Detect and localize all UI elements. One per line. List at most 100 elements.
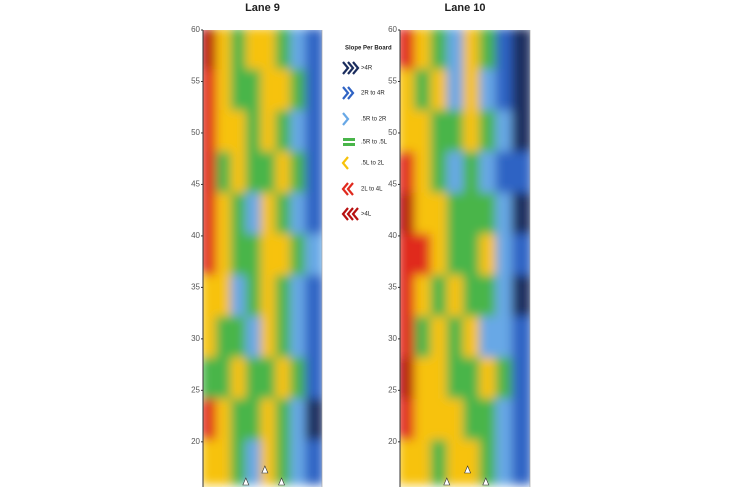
heat-cell — [400, 110, 419, 156]
heat-cell — [275, 233, 295, 280]
heat-cell — [290, 439, 310, 485]
heat-cell — [479, 69, 500, 115]
heat-cell — [511, 30, 530, 74]
heat-cell — [400, 69, 419, 115]
heat-cell — [245, 30, 265, 74]
heat-cell — [230, 69, 250, 115]
heat-cell — [290, 69, 310, 115]
legend-title: Slope Per Board — [345, 46, 392, 52]
heat-cells — [203, 30, 322, 485]
heat-cell — [495, 275, 516, 321]
heat-cell — [230, 151, 250, 197]
heat-cell — [446, 357, 467, 403]
heat-cell — [305, 275, 322, 321]
heat-cell — [511, 233, 530, 280]
heat-cell — [430, 192, 451, 238]
heat-cell — [400, 192, 419, 238]
heat-cell — [290, 398, 310, 444]
legend-icon — [342, 86, 350, 100]
heat-cells — [400, 30, 530, 485]
heat-cell — [463, 192, 484, 238]
y-tick-label: 25 — [191, 385, 200, 394]
heat-cell — [305, 398, 322, 444]
heat-cell — [400, 357, 419, 403]
heat-cell — [215, 439, 235, 485]
heat-cell — [203, 357, 220, 403]
heat-cell — [479, 357, 500, 403]
heat-cell — [414, 69, 435, 115]
heat-cell — [245, 69, 265, 115]
heat-cell — [414, 439, 435, 485]
heat-cell — [260, 192, 280, 238]
heat-cell — [495, 357, 516, 403]
heat-cell — [275, 398, 295, 444]
heat-cell — [203, 439, 220, 485]
panel-title: Lane 9 — [245, 2, 280, 14]
heat-cell — [479, 398, 500, 444]
heat-cell — [305, 30, 322, 74]
arrow-marker — [242, 477, 250, 486]
heat-cell — [463, 110, 484, 156]
heat-cell — [463, 439, 484, 485]
heat-cell — [479, 275, 500, 321]
heat-cell — [414, 151, 435, 197]
y-tick-label: 30 — [191, 334, 200, 343]
heat-cell — [305, 357, 322, 403]
legend-icon — [341, 182, 349, 196]
heat-cell — [305, 151, 322, 197]
heat-cell — [203, 151, 220, 197]
heat-cell — [290, 275, 310, 321]
heat-cell — [463, 69, 484, 115]
arrow-marker — [443, 477, 451, 486]
y-tick-label: 35 — [191, 282, 200, 291]
heat-cell — [400, 398, 419, 444]
heat-cell — [414, 398, 435, 444]
heat-cell — [290, 192, 310, 238]
heat-cell — [275, 192, 295, 238]
heat-cell — [245, 398, 265, 444]
legend-icon — [346, 182, 354, 196]
heat-cell — [463, 316, 484, 362]
heat-cell — [275, 275, 295, 321]
heat-cell — [430, 69, 451, 115]
heat-cell — [400, 30, 419, 74]
heat-cell — [275, 110, 295, 156]
heat-cell — [290, 110, 310, 156]
heat-cell — [446, 30, 467, 74]
legend-icon — [342, 112, 350, 126]
heat-cell — [479, 110, 500, 156]
heat-cell — [245, 151, 265, 197]
heat-cell — [260, 110, 280, 156]
heat-cell — [245, 316, 265, 362]
heat-cell — [463, 233, 484, 280]
heat-cell — [511, 275, 530, 321]
y-tick-label: 30 — [388, 334, 397, 343]
heat-cell — [260, 275, 280, 321]
heat-cell — [495, 110, 516, 156]
heat-cell — [203, 275, 220, 321]
legend-label: .5R to .5L — [361, 140, 388, 146]
legend-icon — [347, 86, 355, 100]
legend-label: >4L — [361, 212, 372, 218]
heat-cell — [414, 357, 435, 403]
heat-cell — [275, 357, 295, 403]
heat-cell — [230, 30, 250, 74]
heat-cell — [400, 439, 419, 485]
heat-cell — [245, 357, 265, 403]
legend-icon — [347, 61, 355, 75]
heat-cell — [305, 69, 322, 115]
heat-cell — [230, 398, 250, 444]
y-tick-label: 25 — [388, 385, 397, 394]
y-tick-label: 40 — [191, 231, 200, 240]
heat-cell — [305, 192, 322, 238]
heat-cell — [203, 110, 220, 156]
heat-cell — [305, 110, 322, 156]
y-tick-label: 35 — [388, 282, 397, 291]
heat-cell — [260, 439, 280, 485]
heat-cell — [495, 316, 516, 362]
arrow-marker — [482, 477, 490, 486]
heat-cell — [414, 316, 435, 362]
heat-cell — [245, 192, 265, 238]
heat-cell — [463, 275, 484, 321]
heat-cell — [446, 110, 467, 156]
